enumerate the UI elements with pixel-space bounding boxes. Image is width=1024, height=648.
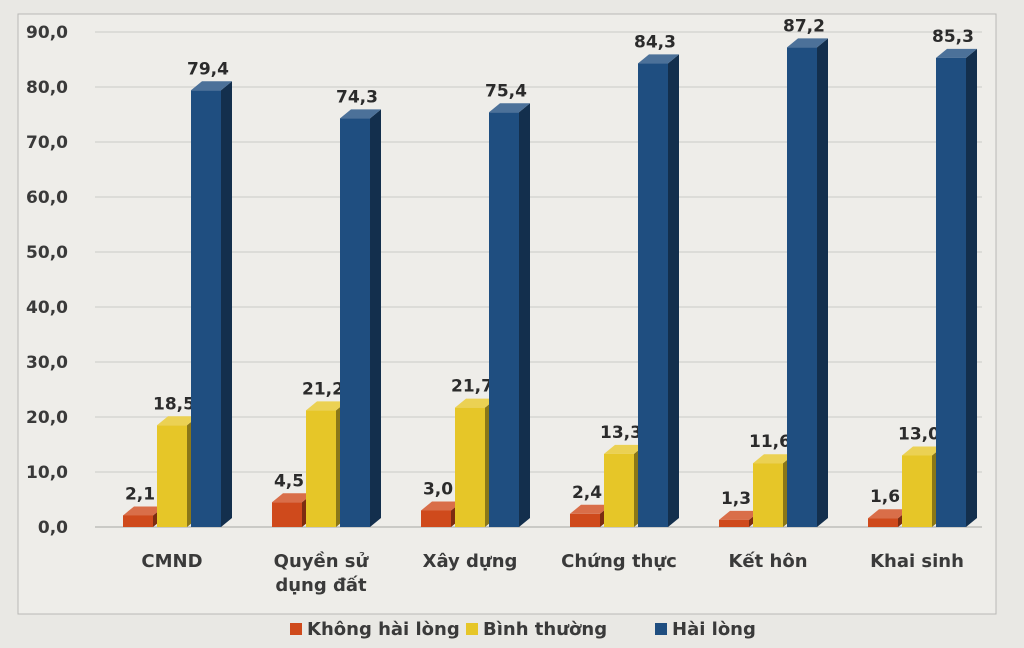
bar-top bbox=[157, 416, 198, 426]
data-label: 4,5 bbox=[274, 471, 304, 491]
data-label: 13,0 bbox=[898, 425, 940, 445]
bar-side bbox=[221, 81, 232, 528]
bar bbox=[455, 407, 485, 527]
y-tick-label: 70,0 bbox=[26, 133, 68, 153]
bar bbox=[868, 518, 898, 527]
data-label: 13,3 bbox=[600, 423, 642, 443]
bar-top bbox=[936, 48, 977, 58]
legend-label: Không hài lòng bbox=[307, 619, 460, 640]
legend-label: Bình thường bbox=[483, 619, 607, 640]
bar bbox=[157, 425, 187, 527]
bar-top bbox=[753, 454, 794, 464]
bar-top bbox=[272, 493, 313, 503]
bar bbox=[787, 47, 817, 528]
y-tick-label: 80,0 bbox=[26, 78, 68, 98]
bar-top bbox=[191, 81, 232, 91]
bar-side bbox=[966, 48, 977, 527]
bar-side bbox=[370, 109, 381, 527]
y-tick-label: 10,0 bbox=[26, 463, 68, 483]
bar bbox=[570, 513, 600, 527]
bar bbox=[902, 455, 932, 527]
data-label: 84,3 bbox=[634, 32, 676, 52]
data-label: 2,4 bbox=[572, 483, 602, 503]
bar bbox=[936, 57, 966, 527]
bar-side bbox=[519, 103, 530, 528]
data-label: 11,6 bbox=[749, 432, 791, 452]
legend-swatch bbox=[290, 623, 302, 635]
data-label: 3,0 bbox=[423, 480, 453, 500]
y-tick-label: 90,0 bbox=[26, 23, 68, 43]
bar-top bbox=[570, 504, 611, 514]
data-label: 75,4 bbox=[485, 81, 527, 101]
bar bbox=[306, 410, 336, 527]
data-label: 79,4 bbox=[187, 59, 229, 79]
bar bbox=[340, 118, 370, 527]
bar bbox=[421, 510, 451, 527]
x-tick-label: dụng đất bbox=[275, 575, 367, 596]
bar-top bbox=[340, 109, 381, 119]
bar bbox=[638, 63, 668, 527]
legend-swatch bbox=[466, 623, 478, 635]
bar-top bbox=[868, 509, 909, 519]
bar-top bbox=[455, 398, 496, 408]
x-tick-label: CMND bbox=[141, 551, 202, 572]
x-tick-label: Khai sinh bbox=[870, 551, 964, 572]
bar bbox=[604, 453, 634, 527]
bar-side bbox=[817, 38, 828, 528]
bar bbox=[753, 463, 783, 527]
bar-top bbox=[902, 446, 943, 456]
y-tick-label: 40,0 bbox=[26, 298, 68, 318]
data-label: 1,6 bbox=[870, 487, 900, 507]
x-tick-label: Quyền sử bbox=[274, 551, 370, 572]
bar bbox=[123, 515, 153, 527]
bar-side bbox=[668, 54, 679, 527]
legend-label: Hài lòng bbox=[672, 619, 756, 640]
data-label: 1,3 bbox=[721, 489, 751, 509]
y-tick-label: 30,0 bbox=[26, 353, 68, 373]
y-tick-label: 60,0 bbox=[26, 188, 68, 208]
data-label: 87,2 bbox=[783, 16, 825, 36]
bar bbox=[719, 519, 749, 527]
bar bbox=[272, 502, 302, 527]
x-tick-label: Chứng thực bbox=[561, 551, 677, 572]
data-label: 2,1 bbox=[125, 484, 155, 504]
bar bbox=[191, 90, 221, 528]
bar-top bbox=[787, 38, 828, 48]
data-label: 74,3 bbox=[336, 87, 378, 107]
y-tick-label: 20,0 bbox=[26, 408, 68, 428]
bar-top bbox=[638, 54, 679, 64]
bar-top bbox=[719, 510, 760, 520]
bar-top bbox=[306, 401, 347, 411]
data-label: 85,3 bbox=[932, 27, 974, 47]
legend-swatch bbox=[655, 623, 667, 635]
x-tick-label: Xây dựng bbox=[423, 551, 518, 572]
bar bbox=[489, 112, 519, 528]
data-label: 18,5 bbox=[153, 394, 195, 414]
y-tick-label: 0,0 bbox=[38, 518, 68, 538]
data-label: 21,7 bbox=[451, 377, 493, 397]
data-label: 21,2 bbox=[302, 379, 344, 399]
x-tick-label: Kết hôn bbox=[728, 551, 807, 572]
bar-top bbox=[604, 444, 645, 454]
y-tick-label: 50,0 bbox=[26, 243, 68, 263]
bar-top bbox=[123, 506, 164, 516]
bar-top bbox=[489, 103, 530, 113]
bar-top bbox=[421, 501, 462, 511]
